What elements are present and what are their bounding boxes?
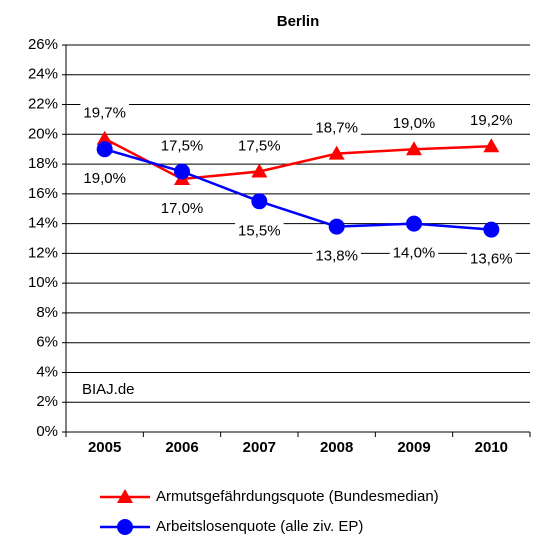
data-point xyxy=(96,141,113,158)
data-label-bg xyxy=(80,169,129,189)
data-point xyxy=(328,218,345,235)
data-label: 17,5% xyxy=(238,137,281,154)
legend-label: Arbeitslosenquote (alle ziv. EP) xyxy=(156,518,363,535)
data-label-bg xyxy=(157,136,207,156)
data-label: 19,7% xyxy=(83,105,126,122)
series-line xyxy=(104,147,492,231)
data-label: 19,0% xyxy=(83,170,126,187)
y-tick-label: 14% xyxy=(28,215,58,232)
data-point xyxy=(483,221,500,238)
annotation-bg xyxy=(79,379,138,399)
data-label-bg xyxy=(235,221,284,241)
y-tick-label: 26% xyxy=(28,36,58,53)
y-tick-label: 24% xyxy=(28,66,58,83)
y-tick-label: 8% xyxy=(36,304,58,321)
x-tick-label: 2008 xyxy=(320,439,353,456)
data-label: 14,0% xyxy=(393,245,436,262)
y-tick-label: 20% xyxy=(28,125,58,142)
data-label-bg xyxy=(467,111,516,131)
y-tick-label: 0% xyxy=(36,423,58,440)
data-label-bg xyxy=(157,198,207,218)
y-tick-label: 6% xyxy=(36,334,58,351)
data-point xyxy=(174,163,190,180)
y-tick-label: 18% xyxy=(28,155,58,172)
y-tick-label: 16% xyxy=(28,185,58,202)
data-label: 19,2% xyxy=(470,112,513,129)
x-tick-label: 2006 xyxy=(165,439,198,456)
x-tick-label: 2005 xyxy=(88,439,121,456)
data-label: 15,5% xyxy=(238,222,281,239)
legend-entry: Armutsgefährdungsquote (Bundesmedian) xyxy=(100,488,439,505)
data-label-bg xyxy=(312,246,361,266)
series-line xyxy=(104,137,492,181)
data-label-bg xyxy=(312,118,361,138)
data-label-bg xyxy=(80,103,129,123)
y-tick-label: 22% xyxy=(28,96,58,113)
y-tick-label: 2% xyxy=(36,393,58,410)
x-tick-label: 2010 xyxy=(475,439,508,456)
data-point xyxy=(96,130,113,145)
chart-title: Berlin xyxy=(277,13,320,30)
y-tick-label: 10% xyxy=(28,274,58,291)
legend-marker xyxy=(117,489,133,503)
data-label-bg xyxy=(389,114,439,134)
x-tick-label: 2009 xyxy=(397,439,430,456)
data-label: 13,8% xyxy=(315,248,358,265)
data-point xyxy=(328,145,345,160)
data-label: 17,0% xyxy=(161,200,204,217)
data-label: 18,7% xyxy=(315,120,358,137)
data-label-bg xyxy=(389,243,439,263)
data-point xyxy=(483,138,500,153)
legend-marker xyxy=(117,519,133,535)
y-tick-label: 12% xyxy=(28,244,58,261)
data-point xyxy=(251,163,268,178)
y-tick-label: 4% xyxy=(36,363,58,380)
data-label: 19,0% xyxy=(393,115,436,132)
data-label: 13,6% xyxy=(470,251,513,268)
x-tick-label: 2007 xyxy=(243,439,276,456)
data-point xyxy=(251,193,268,210)
data-point xyxy=(406,141,422,156)
data-point xyxy=(406,215,422,232)
data-label-bg xyxy=(467,249,516,269)
annotation: BIAJ.de xyxy=(82,381,135,398)
data-label-bg xyxy=(235,136,284,156)
legend-entry: Arbeitslosenquote (alle ziv. EP) xyxy=(100,518,363,535)
data-label: 17,5% xyxy=(161,137,204,154)
legend-label: Armutsgefährdungsquote (Bundesmedian) xyxy=(156,488,439,505)
